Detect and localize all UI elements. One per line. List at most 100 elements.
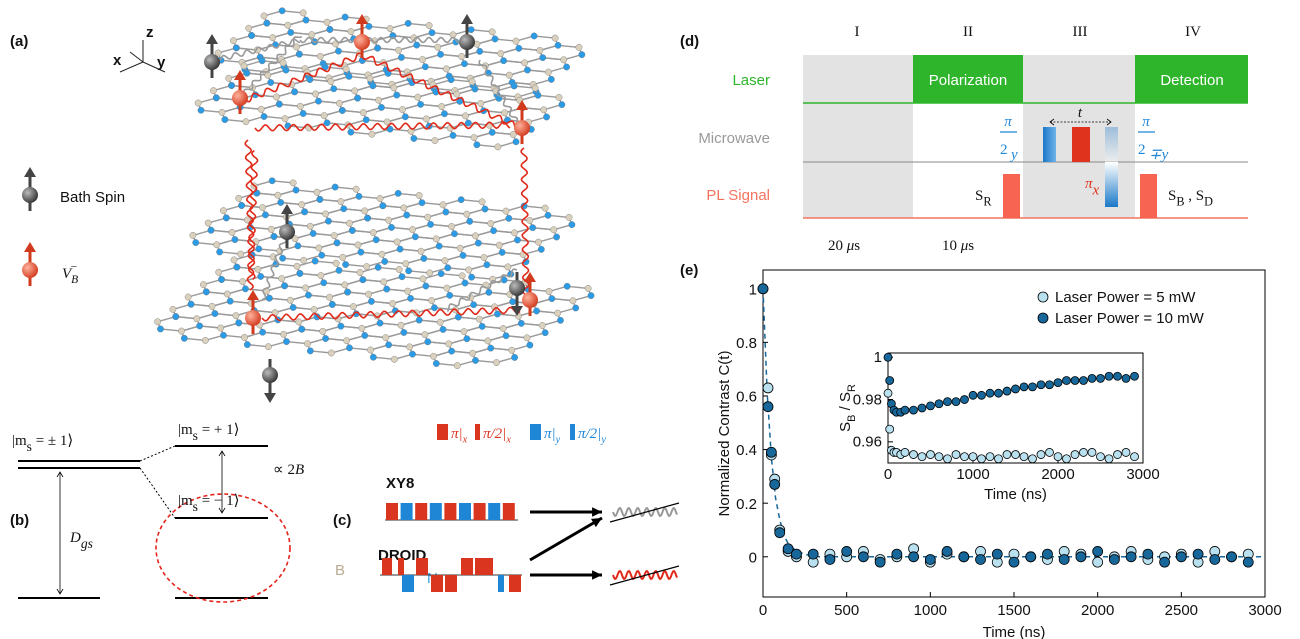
atom	[472, 233, 478, 239]
atom	[307, 76, 313, 82]
atom	[296, 319, 302, 325]
atom	[579, 51, 585, 57]
atom	[401, 329, 407, 335]
atom	[290, 180, 296, 186]
legend-text: Laser Power = 10 mW	[1055, 310, 1205, 327]
atom	[481, 254, 487, 260]
atom	[218, 276, 224, 282]
atom	[380, 203, 386, 209]
atom	[343, 337, 349, 343]
level-label: |ms = + 1⟩	[178, 422, 240, 443]
text-part: x	[462, 435, 468, 446]
atom	[359, 325, 365, 331]
atom	[276, 101, 282, 107]
pulse	[415, 503, 427, 520]
atom	[366, 23, 372, 29]
legend-text: VB−	[62, 260, 78, 286]
atom	[419, 56, 425, 62]
fraction-sub: y	[1009, 147, 1018, 163]
atom	[190, 232, 196, 238]
panel-label: (e)	[680, 262, 698, 279]
hexagon	[256, 237, 298, 252]
pulse-swatch	[530, 424, 541, 440]
atom	[397, 246, 403, 252]
panel-label: (a)	[10, 33, 28, 50]
pulse	[416, 558, 428, 575]
hexagon	[261, 104, 303, 118]
atom	[346, 345, 352, 351]
atom	[426, 22, 432, 28]
atom	[328, 350, 334, 356]
atom	[196, 323, 202, 329]
data-point	[1122, 374, 1130, 382]
atom	[193, 239, 199, 245]
atom	[442, 257, 448, 263]
atom	[492, 36, 498, 42]
pulse	[382, 558, 392, 575]
data-point	[808, 549, 818, 559]
atom	[479, 199, 485, 205]
atom	[489, 129, 495, 135]
pulse	[509, 575, 521, 592]
data-point	[1097, 374, 1105, 382]
atom	[500, 58, 506, 64]
atom	[336, 267, 342, 273]
fraction-sub: ∓y	[1149, 147, 1169, 163]
atom	[411, 135, 417, 141]
atom	[585, 285, 591, 291]
y-tick-label: 0.96	[853, 434, 882, 451]
atom	[236, 195, 242, 201]
spin-ball	[459, 34, 475, 50]
atom	[458, 53, 464, 59]
atom	[266, 295, 272, 301]
atom	[505, 264, 511, 270]
stage-number: II	[963, 24, 973, 40]
text-part: π|	[451, 426, 463, 442]
atom	[538, 246, 544, 252]
text-part: x	[1092, 183, 1100, 199]
atom	[311, 306, 317, 312]
atom	[259, 329, 265, 335]
y-tick-label: 0.6	[736, 389, 757, 406]
atom	[348, 129, 354, 135]
atom	[234, 264, 240, 270]
data-point	[884, 353, 892, 361]
y-axis-label: Normalized Contrast C(t)	[716, 351, 733, 517]
atom	[554, 310, 560, 316]
atom	[448, 223, 454, 229]
axis-name: x	[113, 52, 122, 69]
atom	[280, 331, 286, 337]
data-point	[758, 284, 768, 294]
atom	[425, 214, 431, 220]
axis-name: y	[157, 54, 166, 71]
atom	[409, 351, 415, 357]
data-point	[770, 479, 780, 489]
spin-ball	[522, 292, 538, 308]
atom	[499, 249, 505, 255]
data-point	[1012, 385, 1020, 393]
atom	[485, 338, 491, 344]
hexagon	[371, 345, 413, 360]
atom	[300, 257, 306, 263]
text-part: −	[71, 260, 78, 273]
atom	[285, 22, 291, 28]
hexagon	[281, 54, 323, 68]
atom	[501, 110, 507, 116]
atom	[533, 308, 539, 314]
atom	[511, 354, 517, 360]
atom	[259, 58, 265, 64]
hexagon	[308, 339, 350, 354]
atom	[310, 230, 316, 236]
atom	[375, 264, 381, 270]
atom	[506, 215, 512, 221]
pulse	[488, 503, 500, 520]
atom	[350, 303, 356, 309]
atom	[299, 201, 305, 207]
atom	[341, 206, 347, 212]
atom	[530, 224, 536, 230]
atom	[279, 255, 285, 261]
text-part: = − 1⟩	[198, 493, 240, 509]
atom	[212, 310, 218, 316]
atom	[297, 270, 303, 276]
atom	[446, 341, 452, 347]
